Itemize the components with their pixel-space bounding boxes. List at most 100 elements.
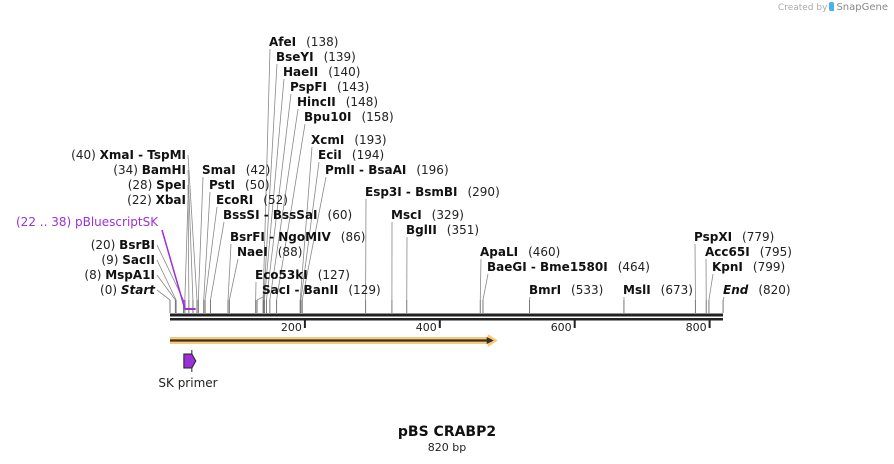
site-label[interactable]: SacI - BanII (129) xyxy=(262,283,381,297)
svg-text:EciI(194): EciI (194) xyxy=(318,148,384,162)
site-name: Esp3I - BsmBI xyxy=(365,185,457,199)
svg-text:NaeI(88): NaeI (88) xyxy=(237,245,302,259)
axis-tick-label: 600 xyxy=(551,321,572,334)
site-label[interactable]: MslI (673) xyxy=(623,283,693,297)
site-name: SpeI xyxy=(156,178,186,192)
site-connector-lines xyxy=(156,48,725,313)
feature-pBluescriptSK[interactable]: (22 .. 38) pBluescriptSK xyxy=(16,215,196,310)
svg-text:BmrI(533): BmrI (533) xyxy=(529,283,603,297)
site-name: BmrI xyxy=(529,283,561,297)
svg-text:(28) SpeI: (28) SpeI xyxy=(128,178,186,192)
site-label[interactable]: (9) SacII xyxy=(101,253,155,267)
site-label[interactable]: BmrI (533) xyxy=(529,283,603,297)
svg-text:HincII(148): HincII (148) xyxy=(297,95,378,109)
site-label[interactable]: SmaI (42) xyxy=(202,163,270,177)
site-name: MslI xyxy=(623,283,651,297)
sk-primer[interactable]: SK primer xyxy=(158,350,218,390)
site-label[interactable]: (40) XmaI - TspMI xyxy=(71,148,186,162)
site-name: Bpu10I xyxy=(304,110,351,124)
svg-text:Bpu10I(158): Bpu10I (158) xyxy=(304,110,394,124)
svg-text:(0) Start: (0) Start xyxy=(100,283,156,297)
svg-text:MscI(329): MscI (329) xyxy=(391,208,464,222)
svg-text:MslI(673): MslI (673) xyxy=(623,283,693,297)
credit-brand: SnapGene xyxy=(836,2,888,13)
site-label[interactable]: AfeI (138) xyxy=(269,35,338,49)
site-label[interactable]: EciI (194) xyxy=(318,148,384,162)
site-label[interactable]: NaeI (88) xyxy=(237,245,302,259)
site-name: PspXI xyxy=(694,230,732,244)
svg-text:Esp3I - BsmBI(290): Esp3I - BsmBI (290) xyxy=(365,185,500,199)
svg-text:SacI - BanII(129): SacI - BanII (129) xyxy=(262,283,381,297)
axis-tick-label: 800 xyxy=(686,321,707,334)
svg-text:PspFI(143): PspFI (143) xyxy=(290,80,369,94)
site-label[interactable]: XcmI (193) xyxy=(311,133,387,147)
site-label[interactable]: PspFI (143) xyxy=(290,80,369,94)
site-label[interactable]: Esp3I - BsmBI (290) xyxy=(365,185,500,199)
primer-label: SK primer xyxy=(158,376,217,390)
site-label[interactable]: Eco53kI (127) xyxy=(255,268,350,282)
site-name: PmlI - BsaAI xyxy=(325,163,406,177)
bp-axis: 200 400 600 800 xyxy=(281,320,711,334)
site-label[interactable]: (22) XbaI xyxy=(127,193,186,207)
site-label[interactable]: MscI (329) xyxy=(391,208,464,222)
primer-arrow-icon xyxy=(183,353,197,369)
svg-text:(22) XbaI: (22) XbaI xyxy=(127,193,186,207)
site-label[interactable]: EcoRI (52) xyxy=(216,193,288,207)
site-name: End xyxy=(723,283,749,297)
svg-text:HaeII(140): HaeII (140) xyxy=(283,65,361,79)
site-label[interactable]: PspXI (779) xyxy=(694,230,774,244)
site-label[interactable]: (8) MspA1I xyxy=(84,268,155,282)
site-name: XcmI xyxy=(311,133,344,147)
site-name: SmaI xyxy=(202,163,236,177)
site-name: BsrBI xyxy=(119,238,155,252)
site-label[interactable]: ApaLI (460) xyxy=(480,245,560,259)
site-name: BaeGI - Bme1580I xyxy=(487,260,608,274)
svg-text:BsrFI - NgoMIV(86): BsrFI - NgoMIV (86) xyxy=(230,230,365,244)
svg-text:(34) BamHI: (34) BamHI xyxy=(113,163,186,177)
site-label[interactable]: Acc65I (795) xyxy=(705,245,792,259)
site-label[interactable]: (20) BsrBI xyxy=(91,238,155,252)
svg-text:(40) XmaI - TspMI: (40) XmaI - TspMI xyxy=(71,148,186,162)
site-name: Eco53kI xyxy=(255,268,308,282)
site-name: ApaLI xyxy=(480,245,518,259)
site-label[interactable]: HaeII (140) xyxy=(283,65,361,79)
svg-text:XcmI(193): XcmI (193) xyxy=(311,133,387,147)
svg-text:BssSI - BssSaI(60): BssSI - BssSaI (60) xyxy=(223,208,352,222)
site-label[interactable]: (34) BamHI xyxy=(113,163,186,177)
site-label[interactable]: PmlI - BsaAI (196) xyxy=(325,163,449,177)
svg-text:End(820): End (820) xyxy=(723,283,791,297)
svg-text:(9) SacII: (9) SacII xyxy=(101,253,155,267)
svg-text:SmaI(42): SmaI (42) xyxy=(202,163,270,177)
site-label[interactable]: BaeGI - Bme1580I (464) xyxy=(487,260,650,274)
site-label[interactable]: End (820) xyxy=(723,283,791,297)
svg-text:AfeI(138): AfeI (138) xyxy=(269,35,338,49)
credit-prefix: Created by xyxy=(777,3,828,13)
site-label[interactable]: Bpu10I (158) xyxy=(304,110,394,124)
svg-text:BglII(351): BglII (351) xyxy=(406,223,479,237)
svg-text:BseYI(139): BseYI (139) xyxy=(276,50,356,64)
svg-text:(20) BsrBI: (20) BsrBI xyxy=(91,238,155,252)
site-label[interactable]: HincII (148) xyxy=(297,95,378,109)
site-label[interactable]: KpnI (799) xyxy=(712,260,785,274)
site-label[interactable]: (28) SpeI xyxy=(128,178,186,192)
site-label[interactable]: BsrFI - NgoMIV (86) xyxy=(230,230,365,244)
svg-text:BaeGI - Bme1580I(464): BaeGI - Bme1580I (464) xyxy=(487,260,650,274)
site-label[interactable]: BssSI - BssSaI (60) xyxy=(223,208,352,222)
site-name: BssSI - BssSaI xyxy=(223,208,318,222)
svg-text:PmlI - BsaAI(196): PmlI - BsaAI (196) xyxy=(325,163,449,177)
feature-annotations: (22 .. 38) pBluescriptSK xyxy=(16,215,196,310)
snapgene-logo-icon xyxy=(829,2,835,11)
site-label[interactable]: PstI (50) xyxy=(209,178,270,192)
site-name: EcoRI xyxy=(216,193,253,207)
svg-text:Acc65I(795): Acc65I (795) xyxy=(705,245,792,259)
site-name: BseYI xyxy=(276,50,314,64)
site-name: Acc65I xyxy=(705,245,750,259)
svg-text:EcoRI(52): EcoRI (52) xyxy=(216,193,288,207)
site-label[interactable]: BglII (351) xyxy=(406,223,479,237)
site-label[interactable]: (0) Start xyxy=(100,283,156,297)
axis-tick-label: 200 xyxy=(281,321,302,334)
orf-arrow[interactable] xyxy=(170,334,498,347)
site-label[interactable]: BseYI (139) xyxy=(276,50,356,64)
svg-text:KpnI(799): KpnI (799) xyxy=(712,260,785,274)
site-name: PspFI xyxy=(290,80,327,94)
